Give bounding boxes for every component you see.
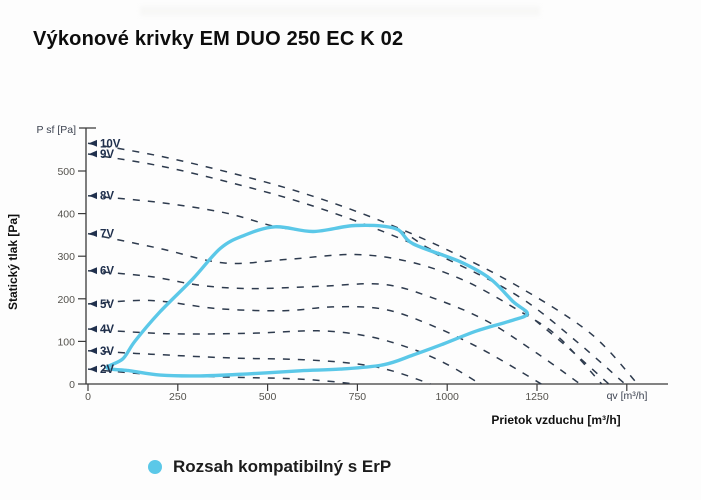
legend-marker-erp-range bbox=[148, 460, 162, 474]
y-axis-title: Statický tlak [Pa] bbox=[6, 214, 20, 310]
x-axis-unit-label: qv [m³/h] bbox=[607, 390, 648, 402]
curve-label-arrow-7v bbox=[89, 230, 97, 238]
x-tick-label: 250 bbox=[169, 391, 187, 403]
curves bbox=[87, 142, 639, 385]
curve-label-arrow-5v bbox=[89, 300, 97, 308]
y-tick-label: 400 bbox=[57, 209, 75, 221]
curve-label-arrow-6v bbox=[89, 267, 97, 275]
x-tick-label: 0 bbox=[85, 391, 91, 403]
x-tick-label: 1000 bbox=[436, 391, 460, 403]
y-axis-unit-label: P sf [Pa] bbox=[37, 124, 77, 136]
curve-9v bbox=[87, 153, 626, 385]
curve-3v bbox=[87, 350, 431, 385]
page-title: Výkonové krivky EM DUO 250 EC K 02 bbox=[33, 28, 404, 50]
curve-label-8v: 8V bbox=[100, 191, 114, 203]
curve-label-2v: 2V bbox=[100, 364, 114, 376]
curve-label-9v: 9V bbox=[100, 149, 114, 161]
y-tick-label: 500 bbox=[57, 166, 75, 178]
curve-4v bbox=[87, 328, 481, 385]
curve-label-arrow-9v bbox=[89, 150, 97, 158]
legend: Rozsah kompatibilný s ErP bbox=[148, 457, 391, 477]
curve-label-3v: 3V bbox=[100, 346, 114, 358]
x-tick-label: 1250 bbox=[525, 391, 549, 403]
curve-label-10v: 10V bbox=[100, 138, 121, 150]
curve-6v bbox=[87, 269, 581, 385]
curve-10v bbox=[87, 142, 639, 385]
curve-label-arrow-4v bbox=[89, 325, 97, 333]
y-tick-label: 200 bbox=[57, 294, 75, 306]
y-tick-label: 0 bbox=[69, 379, 75, 391]
curve-label-arrow-2v bbox=[89, 365, 97, 373]
curve-label-7v: 7V bbox=[100, 229, 114, 241]
curve-label-4v: 4V bbox=[100, 324, 114, 336]
x-tick-label: 500 bbox=[259, 391, 277, 403]
y-tick-label: 100 bbox=[57, 336, 75, 348]
curve-label-arrow-3v bbox=[89, 347, 97, 355]
curve-label-arrow-10v bbox=[89, 139, 97, 147]
axes: 0 100 200 300 400 500 0 250 500 750 1000 1250 bbox=[57, 127, 668, 403]
erp-range-envelope bbox=[105, 223, 529, 378]
curve-7v bbox=[87, 232, 603, 385]
screenshot-ghost-band bbox=[140, 6, 540, 16]
curve-5v bbox=[87, 299, 542, 385]
curve-8v bbox=[87, 194, 610, 385]
curve-label-5v: 5V bbox=[100, 299, 114, 311]
curve-label-arrow-8v bbox=[89, 192, 97, 200]
x-tick-label: 750 bbox=[349, 391, 367, 403]
x-axis-title: Prietok vzduchu [m³/h] bbox=[491, 413, 620, 427]
curve-label-6v: 6V bbox=[100, 266, 114, 278]
y-tick-label: 300 bbox=[57, 251, 75, 263]
legend-label-erp-range: Rozsah kompatibilný s ErP bbox=[173, 457, 392, 476]
